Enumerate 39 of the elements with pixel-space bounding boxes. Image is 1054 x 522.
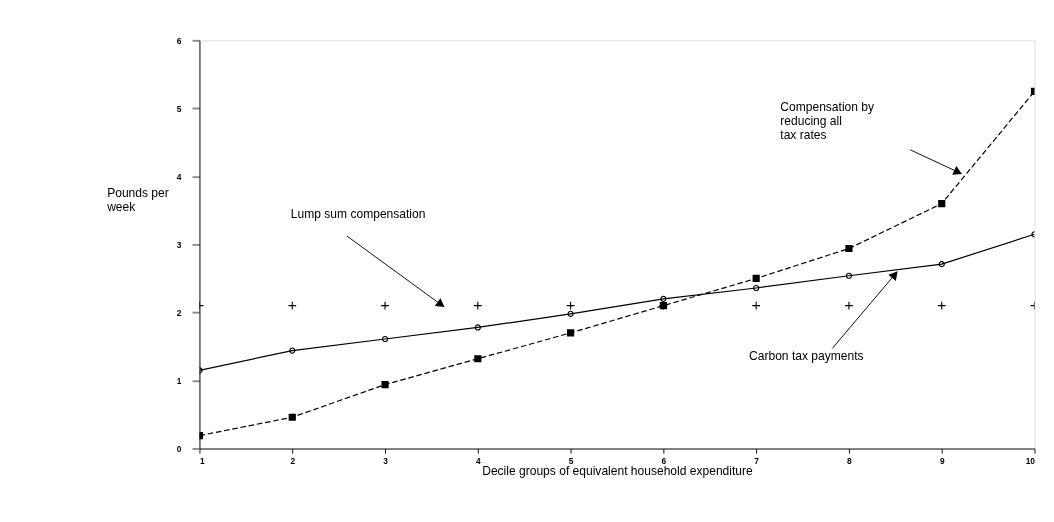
y-tick-label: 3 [176, 239, 182, 250]
point [753, 284, 760, 292]
point [474, 324, 481, 331]
x-axis-title: Decile groups of equivalent household expenditure [482, 464, 754, 478]
point [381, 335, 389, 343]
annotation: Lump sum compensation [290, 207, 426, 222]
x-tick-label: 6 [661, 455, 667, 466]
x-tick-label: 9 [939, 455, 945, 466]
point [844, 301, 854, 311]
x-tick-label: 2 [290, 455, 296, 466]
y-tick-label: 1 [176, 375, 182, 386]
x-tick-label: 1 [199, 455, 205, 466]
point [752, 274, 760, 283]
point [380, 301, 390, 311]
x-tick-label: 10 [1025, 455, 1036, 466]
point [289, 347, 296, 354]
point [474, 355, 482, 363]
y-tick-label: 2 [176, 307, 182, 318]
point [845, 272, 853, 279]
y-tick-label: 5 [176, 103, 182, 114]
x-tick-label: 5 [568, 455, 574, 466]
point [660, 295, 667, 302]
x-tick-label: 8 [847, 455, 853, 466]
point [288, 413, 296, 421]
point [567, 310, 574, 317]
x-tick-label: 3 [383, 455, 389, 466]
annotation: Carbon tax payments [749, 348, 864, 363]
annotation: Compensation by reducing all tax rates [780, 99, 875, 142]
y-tick-label: 6 [176, 35, 182, 46]
x-tick-label: 7 [754, 455, 760, 466]
y-tick-label: 0 [176, 443, 182, 454]
point [381, 381, 389, 389]
x-tick-label: 4 [475, 455, 481, 466]
point [938, 200, 946, 208]
point [845, 244, 853, 253]
point [938, 261, 945, 268]
y-tick-label: 4 [176, 171, 182, 182]
point [567, 329, 575, 337]
y-axis-title: Pounds per week [106, 186, 169, 214]
